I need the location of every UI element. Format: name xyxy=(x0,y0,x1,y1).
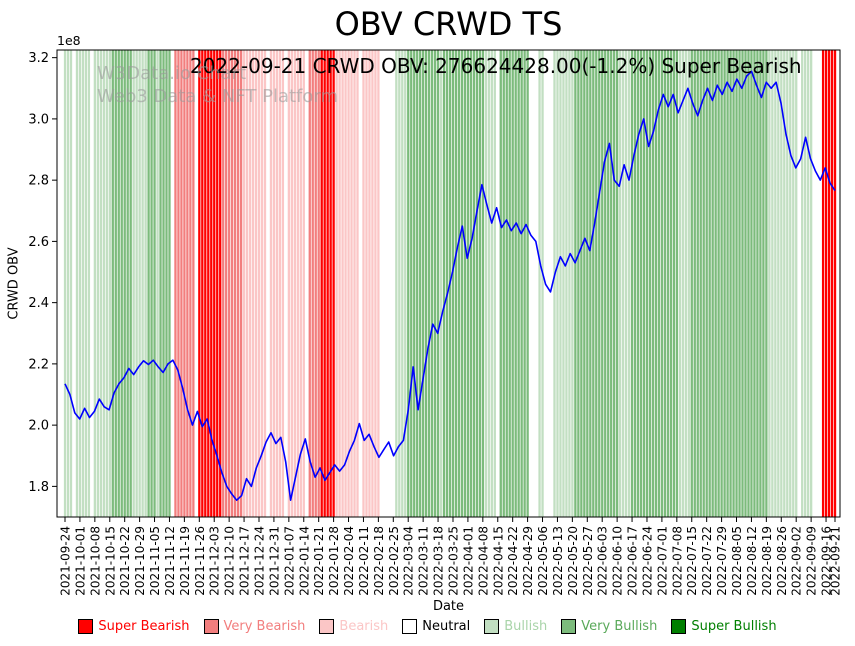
svg-text:2022-01-14: 2022-01-14 xyxy=(297,526,311,596)
svg-text:2022-06-03: 2022-06-03 xyxy=(596,526,610,596)
svg-text:2022-04-22: 2022-04-22 xyxy=(506,526,520,596)
svg-text:2021-12-31: 2021-12-31 xyxy=(267,526,281,596)
svg-text:2022-04-15: 2022-04-15 xyxy=(491,526,505,596)
svg-text:2022-05-06: 2022-05-06 xyxy=(536,526,550,596)
svg-text:2022-03-11: 2022-03-11 xyxy=(417,526,431,596)
svg-text:2022-08-05: 2022-08-05 xyxy=(730,526,744,596)
chart-legend: Super Bearish Very Bearish Bearish Neutral B… xyxy=(0,619,855,634)
svg-text:2021-10-01: 2021-10-01 xyxy=(73,526,87,596)
svg-text:2021-11-19: 2021-11-19 xyxy=(178,526,192,596)
svg-text:2022-04-01: 2022-04-01 xyxy=(461,526,475,596)
svg-text:2021-09-24: 2021-09-24 xyxy=(59,526,73,596)
svg-text:2022-07-22: 2022-07-22 xyxy=(700,526,714,596)
legend-item-neutral: Neutral xyxy=(402,619,470,634)
svg-text:2022-02-18: 2022-02-18 xyxy=(372,526,386,596)
legend-label: Super Bearish xyxy=(98,619,190,634)
legend-swatch-very_bullish xyxy=(561,619,577,634)
legend-label: Bullish xyxy=(504,619,548,634)
svg-text:2021-12-10: 2021-12-10 xyxy=(223,526,237,596)
legend-swatch-bullish xyxy=(484,619,500,634)
chart-title: OBV CRWD TS xyxy=(334,5,563,43)
svg-text:2022-06-17: 2022-06-17 xyxy=(626,526,640,596)
svg-text:2021-10-22: 2021-10-22 xyxy=(118,526,132,596)
legend-item-very_bullish: Very Bullish xyxy=(561,619,657,634)
svg-text:2021-11-05: 2021-11-05 xyxy=(148,526,162,596)
svg-text:2021-10-15: 2021-10-15 xyxy=(103,526,117,596)
legend-label: Bearish xyxy=(339,619,389,634)
watermark-line1: W3Data.io Chart xyxy=(97,63,247,84)
svg-text:2021-11-12: 2021-11-12 xyxy=(163,526,177,596)
x-axis-label: Date xyxy=(432,599,465,614)
svg-text:2.0: 2.0 xyxy=(28,419,49,434)
svg-text:1.8: 1.8 xyxy=(28,480,49,495)
svg-text:2022-05-20: 2022-05-20 xyxy=(566,526,580,596)
svg-text:2022-06-24: 2022-06-24 xyxy=(641,526,655,596)
svg-text:2022-08-12: 2022-08-12 xyxy=(745,526,759,596)
legend-label: Very Bullish xyxy=(581,619,658,634)
svg-text:2022-02-25: 2022-02-25 xyxy=(387,526,401,596)
legend-swatch-super_bullish xyxy=(671,619,687,634)
svg-text:2021-12-17: 2021-12-17 xyxy=(238,526,252,596)
svg-text:3.2: 3.2 xyxy=(28,51,49,66)
svg-text:2022-09-16: 2022-09-16 xyxy=(820,526,834,596)
legend-item-super_bullish: Super Bullish xyxy=(671,619,777,634)
svg-text:2022-05-13: 2022-05-13 xyxy=(551,526,565,596)
legend-item-bearish: Bearish xyxy=(319,619,388,634)
svg-text:2021-12-03: 2021-12-03 xyxy=(208,526,222,596)
svg-text:2021-10-29: 2021-10-29 xyxy=(133,526,147,596)
svg-text:2022-06-10: 2022-06-10 xyxy=(611,526,625,596)
svg-text:2022-02-11: 2022-02-11 xyxy=(357,526,371,596)
watermark-line2: Web3 Data & NFT Platform xyxy=(97,86,339,107)
svg-text:3.0: 3.0 xyxy=(28,112,49,127)
legend-item-very_bearish: Very Bearish xyxy=(203,619,306,634)
legend-item-super_bearish: Super Bearish xyxy=(78,619,190,634)
obv-annotation: 2022-09-21 CRWD OBV: 276624428.00(-1.2%)… xyxy=(190,54,802,78)
svg-text:2.2: 2.2 xyxy=(28,357,49,372)
watermark: W3Data.io Chart Web3 Data & NFT Platform xyxy=(97,62,338,108)
svg-text:2022-07-01: 2022-07-01 xyxy=(655,526,669,596)
svg-text:2022-01-21: 2022-01-21 xyxy=(312,526,326,596)
legend-swatch-neutral xyxy=(402,619,418,634)
legend-item-bullish: Bullish xyxy=(484,619,547,634)
legend-label: Very Bearish xyxy=(223,619,306,634)
svg-text:2022-03-25: 2022-03-25 xyxy=(447,526,461,596)
svg-text:2022-01-28: 2022-01-28 xyxy=(327,526,341,596)
svg-text:2022-08-26: 2022-08-26 xyxy=(775,526,789,596)
svg-text:2022-05-27: 2022-05-27 xyxy=(581,526,595,596)
svg-text:1e8: 1e8 xyxy=(57,33,81,48)
svg-text:2022-04-29: 2022-04-29 xyxy=(521,526,535,596)
svg-text:2.4: 2.4 xyxy=(28,296,49,311)
svg-text:2.6: 2.6 xyxy=(28,235,49,250)
svg-text:2022-01-07: 2022-01-07 xyxy=(282,526,296,596)
svg-text:2022-09-09: 2022-09-09 xyxy=(805,526,819,596)
svg-text:2022-07-15: 2022-07-15 xyxy=(685,526,699,596)
svg-text:2022-04-08: 2022-04-08 xyxy=(476,526,490,596)
svg-text:2022-07-29: 2022-07-29 xyxy=(715,526,729,596)
svg-text:2.8: 2.8 xyxy=(28,174,49,189)
svg-text:2022-03-18: 2022-03-18 xyxy=(432,526,446,596)
svg-text:2021-12-24: 2021-12-24 xyxy=(253,526,267,596)
svg-text:2021-11-26: 2021-11-26 xyxy=(193,526,207,596)
svg-text:2022-09-02: 2022-09-02 xyxy=(790,526,804,596)
svg-text:2022-08-19: 2022-08-19 xyxy=(760,526,774,596)
legend-swatch-very_bearish xyxy=(203,619,219,634)
y-axis-label: CRWD OBV xyxy=(6,247,22,320)
legend-label: Super Bullish xyxy=(691,619,777,634)
legend-label: Neutral xyxy=(422,619,471,634)
legend-swatch-super_bearish xyxy=(78,619,94,634)
svg-text:2021-10-08: 2021-10-08 xyxy=(88,526,102,596)
svg-text:2022-02-04: 2022-02-04 xyxy=(342,526,356,596)
svg-text:2022-09-21: 2022-09-21 xyxy=(829,526,843,596)
legend-swatch-bearish xyxy=(319,619,335,634)
svg-text:2022-07-08: 2022-07-08 xyxy=(670,526,684,596)
svg-text:2022-03-04: 2022-03-04 xyxy=(402,526,416,596)
